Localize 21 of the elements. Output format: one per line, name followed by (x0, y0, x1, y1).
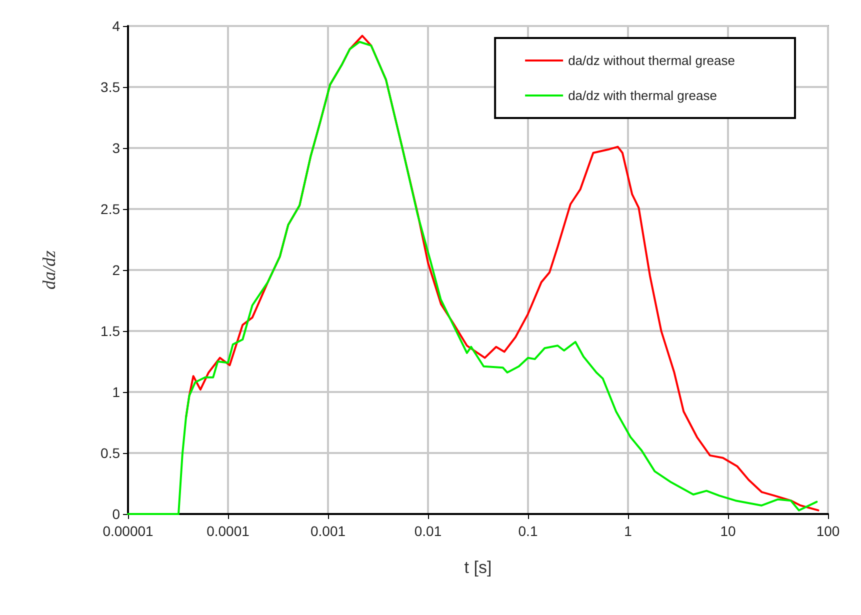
y-tick-label: 3 (112, 140, 120, 156)
y-tick-label: 2.5 (100, 201, 120, 217)
x-tick-label: 10 (720, 523, 736, 539)
x-tick-label: 0.1 (518, 523, 538, 539)
y-tick-label: 2 (112, 262, 120, 278)
x-tick-label: 0.01 (414, 523, 442, 539)
x-tick-label: 0.0001 (206, 523, 250, 539)
x-axis-title: t [s] (464, 558, 492, 577)
y-tick-label: 0.5 (100, 445, 120, 461)
x-tick-label: 100 (816, 523, 840, 539)
legend-label: da/dz with thermal grease (568, 88, 717, 103)
x-tick-label: 0.001 (310, 523, 346, 539)
y-tick-label: 1 (112, 384, 120, 400)
y-tick-label: 3.5 (100, 79, 120, 95)
legend-label: da/dz without thermal grease (568, 53, 736, 68)
y-tick-label: 1.5 (100, 323, 120, 339)
y-tick-label: 4 (112, 18, 120, 34)
y-axis-title: da/dz (39, 250, 59, 290)
x-tick-label: 1 (624, 523, 632, 539)
y-tick-label: 0 (112, 506, 120, 522)
x-tick-label: 0.00001 (102, 523, 154, 539)
